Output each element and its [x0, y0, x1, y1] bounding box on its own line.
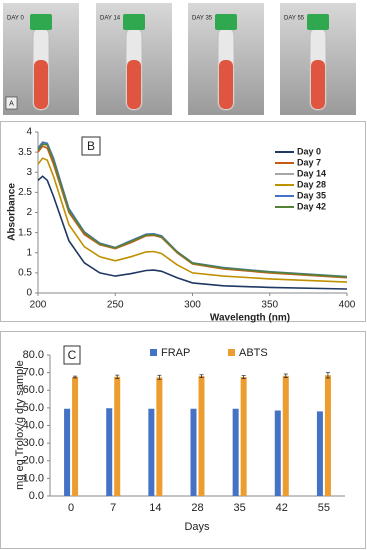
x-tick-label: 7 [110, 502, 116, 514]
y-tick-label: 3.5 [18, 147, 32, 158]
panel-tag: C [68, 348, 77, 362]
legend-label: Day 42 [297, 201, 326, 211]
x-tick-label: 350 [261, 300, 278, 311]
error-bar [325, 372, 330, 379]
tube-liquid [311, 60, 325, 109]
series-line [37, 157, 348, 283]
y-tick-label: 70.0 [23, 367, 44, 379]
error-bar [73, 375, 78, 379]
x-tick-label: 250 [107, 300, 124, 311]
legend-label: Day 14 [297, 168, 326, 178]
y-tick-label: 0.0 [29, 490, 44, 502]
tube-liquid [219, 60, 233, 109]
bar [64, 408, 71, 496]
y-tick-label: 3 [26, 167, 32, 178]
bar [148, 408, 155, 496]
legend-swatch [150, 349, 157, 356]
tube-cap [123, 14, 145, 30]
panel-tag: A [9, 100, 14, 107]
y-axis-title: Absorbance [7, 183, 18, 241]
legend-label: Day 0 [297, 146, 321, 156]
panel-tag-box [63, 345, 81, 365]
bar [72, 377, 79, 496]
bar [190, 408, 197, 496]
y-tick-label: 40.0 [23, 419, 44, 431]
bar [324, 375, 331, 496]
y-tick-label: 20.0 [23, 455, 44, 467]
y-tick-label: 80.0 [23, 349, 44, 361]
bar [156, 377, 163, 496]
x-tick-label: 200 [30, 300, 47, 311]
x-tick-label: 14 [149, 502, 161, 514]
error-bar [115, 374, 120, 380]
bar [198, 376, 205, 496]
legend-label: Day 7 [297, 157, 321, 167]
y-tick-label: 1.5 [18, 227, 32, 238]
y-tick-label: 1 [26, 247, 32, 258]
x-tick-label: 55 [318, 502, 330, 514]
series-line [37, 175, 348, 290]
error-bar [199, 374, 204, 378]
legend-label: Day 28 [297, 179, 326, 189]
y-tick-label: 4 [26, 127, 32, 138]
legend-label: FRAP [161, 347, 190, 359]
x-tick-label: 0 [68, 502, 74, 514]
legend-label: Day 35 [297, 190, 326, 200]
x-tick-label: 42 [276, 502, 288, 514]
bar [316, 411, 323, 496]
bar [274, 410, 281, 496]
panel-tag-box [5, 96, 18, 110]
bar [240, 377, 247, 496]
y-tick-label: 2 [26, 207, 32, 218]
y-tick-label: 2.5 [18, 187, 32, 198]
photo-panel: DAY 0 DAY 14 DAY 35 DAY 55 A [3, 3, 356, 115]
x-tick-label: 35 [234, 502, 246, 514]
series-line [37, 145, 348, 279]
bar [106, 408, 113, 496]
x-tick-label: 300 [184, 300, 201, 311]
x-tick-label: 400 [339, 300, 356, 311]
panel-c-frame [0, 331, 366, 549]
photo-label: DAY 14 [100, 16, 121, 22]
y-tick-label: 50.0 [23, 402, 44, 414]
y-tick-label: 0 [26, 288, 32, 299]
photo-label: DAY 0 [7, 16, 24, 22]
series-line [37, 143, 348, 278]
y-tick-label: 0.5 [18, 268, 32, 279]
bar [232, 408, 239, 496]
tube-cap [307, 14, 329, 30]
legend-label: ABTS [239, 347, 268, 359]
legend-swatch [228, 349, 235, 356]
panel-tag: B [87, 139, 95, 153]
x-axis-title: Days [184, 521, 210, 533]
tube-cap [215, 14, 237, 30]
tube-cap [30, 14, 52, 30]
y-tick-label: 60.0 [23, 384, 44, 396]
bar [282, 375, 289, 496]
y-axis-title: mg eq Trolox/g dry sample [14, 360, 26, 490]
tube-liquid [34, 60, 48, 109]
photo-label: DAY 35 [192, 16, 213, 22]
error-bar [157, 374, 162, 380]
y-tick-label: 30.0 [23, 437, 44, 449]
bar [114, 376, 121, 496]
error-bar [241, 375, 246, 379]
panel-tag-box [81, 136, 101, 156]
tube-liquid [127, 60, 141, 109]
error-bar [283, 373, 288, 378]
y-tick-label: 10.0 [23, 472, 44, 484]
x-tick-label: 28 [191, 502, 203, 514]
x-axis-title: Wavelength (nm) [210, 313, 290, 324]
photo-label: DAY 55 [284, 16, 305, 22]
